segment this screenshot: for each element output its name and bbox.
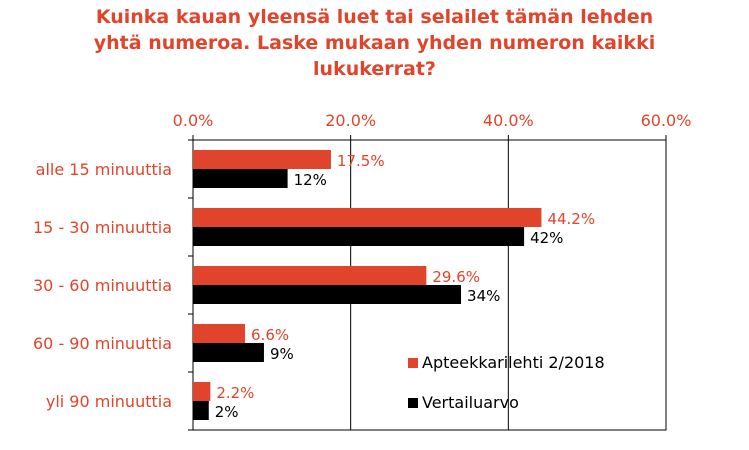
bar-vertailuarvo [193,169,288,188]
bar-vertailuarvo [193,227,525,246]
legend-label-vertailuarvo: Vertailuarvo [422,393,519,412]
category-label: 30 - 60 minuuttia [33,276,172,295]
data-label-apteekkarilehti: 44.2% [547,210,595,228]
chart-title-line-2: yhtä numeroa. Laske mukaan yhden numeron… [93,32,656,54]
data-label-apteekkarilehti: 29.6% [432,268,480,286]
bar-apteekkarilehti [193,150,331,169]
x-tick-label: 60.0% [641,111,692,130]
bar-vertailuarvo [193,343,264,362]
category-label: alle 15 minuuttia [36,160,172,179]
bar-vertailuarvo [193,285,462,304]
bar-apteekkarilehti [193,208,542,227]
data-label-vertailuarvo: 12% [294,171,327,189]
category-label: yli 90 minuuttia [46,392,172,411]
data-label-vertailuarvo: 34% [467,287,500,305]
bar-apteekkarilehti [193,382,211,401]
data-label-vertailuarvo: 42% [530,229,563,247]
x-tick-label: 40.0% [483,111,534,130]
legend-swatch-apteekkarilehti [408,358,418,368]
data-label-vertailuarvo: 2% [215,403,239,421]
legend-swatch-vertailuarvo [408,398,418,408]
x-tick-label: 20.0% [325,111,376,130]
chart-title-line-3: lukukerrat? [313,58,436,80]
data-label-vertailuarvo: 9% [270,345,294,363]
legend: Apteekkarilehti 2/2018 Vertailuarvo [408,353,605,412]
x-tick-label: 0.0% [173,111,214,130]
data-label-apteekkarilehti: 2.2% [216,384,254,402]
category-label: 15 - 30 minuuttia [33,218,172,237]
bars [193,150,542,420]
data-label-apteekkarilehti: 6.6% [251,326,289,344]
bar-apteekkarilehti [193,324,246,343]
chart-title-line-1: Kuinka kauan yleensä luet tai selailet t… [95,6,654,28]
bar-vertailuarvo [193,401,209,420]
data-labels: 17.5% 12% 44.2%42% 29.6%34% 6.6%9% 2.2%2% [215,152,595,421]
x-axis-ticks: 0.0% 20.0% 40.0% 60.0% [173,111,692,140]
data-label-apteekkarilehti: 17.5% [337,152,385,170]
category-labels: alle 15 minuuttia 15 - 30 minuuttia 30 - 6… [33,139,193,431]
category-label: 60 - 90 minuuttia [33,334,172,353]
bar-apteekkarilehti [193,266,427,285]
legend-label-apteekkarilehti: Apteekkarilehti 2/2018 [422,353,605,372]
